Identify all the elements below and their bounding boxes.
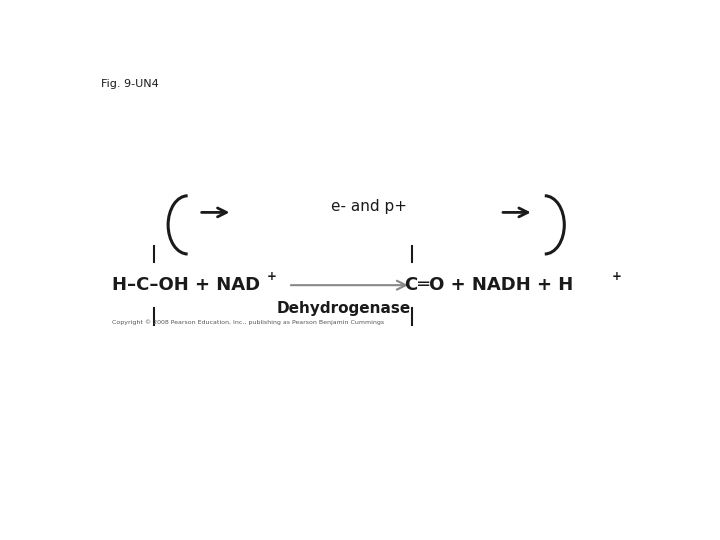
- Text: Dehydrogenase: Dehydrogenase: [276, 301, 411, 315]
- Text: H–C–OH + NAD: H–C–OH + NAD: [112, 276, 261, 294]
- Text: C═O + NADH + H: C═O + NADH + H: [405, 276, 574, 294]
- Text: +: +: [612, 269, 621, 282]
- Text: +: +: [266, 269, 276, 282]
- Text: Copyright © 2008 Pearson Education, Inc., publishing as Pearson Benjamin Cumming: Copyright © 2008 Pearson Education, Inc.…: [112, 320, 384, 326]
- Text: Fig. 9-UN4: Fig. 9-UN4: [101, 79, 159, 89]
- Text: e- and p+: e- and p+: [331, 199, 407, 214]
